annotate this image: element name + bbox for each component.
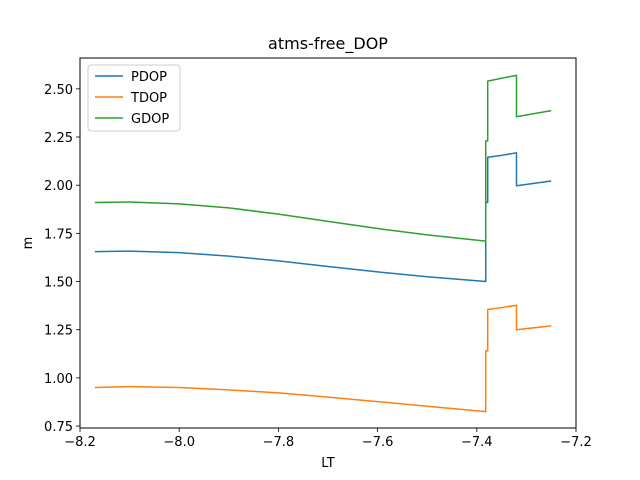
x-tick-label: −7.6 [362, 435, 394, 450]
x-axis-label: LT [321, 456, 334, 471]
y-tick-label: 1.75 [44, 227, 73, 242]
legend-label-pdop: PDOP [131, 70, 167, 85]
y-tick-label: 2.00 [44, 179, 73, 194]
plot-area [94, 74, 552, 413]
x-tick-label: −7.2 [560, 435, 592, 450]
series-line-tdop [94, 304, 552, 413]
legend-box [87, 64, 181, 132]
axes-frame [79, 57, 577, 429]
y-axis-label: m [21, 237, 36, 250]
y-axis: 0.75 1.00 1.25 1.50 1.75 2.00 2.25 2.50 [44, 83, 80, 435]
y-tick-label: 1.00 [44, 372, 73, 387]
legend-label-tdop: TDOP [130, 91, 167, 106]
legend: PDOP TDOP GDOP [87, 64, 181, 132]
y-tick-label: 2.25 [44, 131, 73, 146]
x-tick-label: −8.2 [64, 435, 96, 450]
series-line-gdop [94, 74, 552, 242]
x-axis: −8.2 −8.0 −7.8 −7.6 −7.4 −7.2 [64, 428, 592, 450]
x-tick-label: −7.4 [461, 435, 493, 450]
x-tick-label: −7.8 [263, 435, 295, 450]
y-tick-label: 1.50 [44, 276, 73, 291]
y-tick-label: 2.50 [44, 83, 73, 98]
y-tick-label: 0.75 [44, 420, 73, 435]
series-line-pdop [94, 152, 552, 283]
chart-title: atms-free_DOP [268, 34, 388, 54]
legend-label-gdop: GDOP [131, 112, 169, 127]
x-tick-label: −8.0 [163, 435, 195, 450]
y-tick-label: 1.25 [44, 324, 73, 339]
